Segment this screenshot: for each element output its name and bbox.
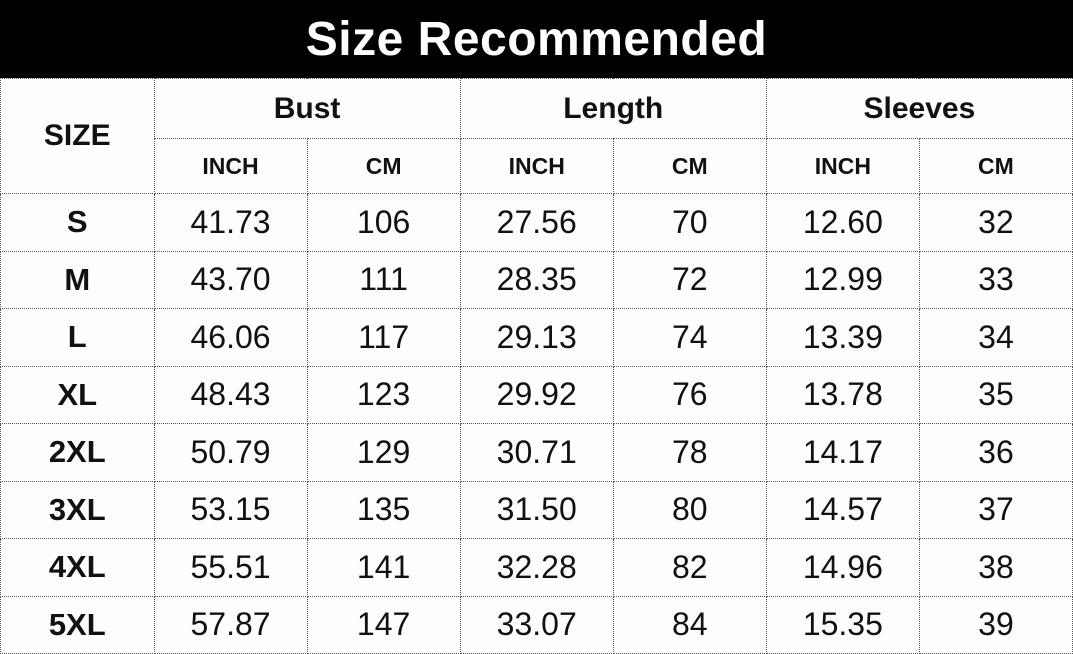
unit-header-bust-cm: CM <box>306 138 461 194</box>
cell-length-cm: 84 <box>612 595 767 654</box>
cell-length-cm: 80 <box>612 480 767 539</box>
cell-sleeves-inch: 12.99 <box>765 250 920 309</box>
cell-bust-inch: 46.06 <box>153 308 308 367</box>
cell-length-inch: 28.35 <box>459 250 614 309</box>
cell-bust-inch: 41.73 <box>153 193 308 252</box>
cell-length-cm: 78 <box>612 423 767 482</box>
cell-sleeves-cm: 33 <box>918 250 1073 309</box>
cell-length-inch: 33.07 <box>459 595 614 654</box>
cell-sleeves-cm: 38 <box>918 538 1073 597</box>
unit-header-bust-inch: INCH <box>153 138 308 194</box>
cell-bust-cm: 111 <box>306 250 461 309</box>
cell-sleeves-inch: 14.57 <box>765 480 920 539</box>
group-header-row: SIZE Bust Length Sleeves <box>0 78 1073 194</box>
cell-length-cm: 74 <box>612 308 767 367</box>
table-row: 5XL 57.87 147 33.07 84 15.35 39 <box>0 595 1073 654</box>
unit-header-sleeves-cm: CM <box>918 138 1073 194</box>
cell-sleeves-inch: 13.78 <box>765 365 920 424</box>
cell-sleeves-inch: 14.17 <box>765 423 920 482</box>
unit-header-length-cm: CM <box>612 138 767 194</box>
cell-length-cm: 82 <box>612 538 767 597</box>
cell-bust-cm: 141 <box>306 538 461 597</box>
page-title: Size Recommended <box>305 12 768 66</box>
table-row: M 43.70 111 28.35 72 12.99 33 <box>0 250 1073 309</box>
cell-sleeves-cm: 35 <box>918 365 1073 424</box>
table-row: L 46.06 117 29.13 74 13.39 34 <box>0 308 1073 367</box>
cell-bust-inch: 53.15 <box>153 480 308 539</box>
size-label: L <box>0 308 155 367</box>
cell-bust-cm: 147 <box>306 595 461 654</box>
size-label: XL <box>0 365 155 424</box>
cell-bust-inch: 43.70 <box>153 250 308 309</box>
unit-header-row: INCH CM INCH CM INCH CM <box>1 138 1073 194</box>
cell-sleeves-cm: 32 <box>918 193 1073 252</box>
table-row: 3XL 53.15 135 31.50 80 14.57 37 <box>0 480 1073 539</box>
size-label: 2XL <box>0 423 155 482</box>
cell-sleeves-cm: 36 <box>918 423 1073 482</box>
size-label: S <box>0 193 155 252</box>
col-header-bust: Bust <box>153 78 461 139</box>
cell-bust-cm: 129 <box>306 423 461 482</box>
cell-length-inch: 27.56 <box>459 193 614 252</box>
cell-bust-cm: 106 <box>306 193 461 252</box>
col-header-sleeves: Sleeves <box>765 78 1073 139</box>
cell-length-cm: 72 <box>612 250 767 309</box>
size-label: 4XL <box>0 538 155 597</box>
size-label: 5XL <box>0 595 155 654</box>
cell-bust-cm: 117 <box>306 308 461 367</box>
cell-sleeves-cm: 34 <box>918 308 1073 367</box>
title-bar: Size Recommended <box>0 0 1073 78</box>
cell-bust-inch: 57.87 <box>153 595 308 654</box>
col-header-size: SIZE <box>0 78 155 194</box>
cell-bust-inch: 48.43 <box>153 365 308 424</box>
cell-length-inch: 29.92 <box>459 365 614 424</box>
unit-header-sleeves-inch: INCH <box>765 138 920 194</box>
cell-sleeves-inch: 12.60 <box>765 193 920 252</box>
col-header-length: Length <box>459 78 767 139</box>
size-table: SIZE Bust Length Sleeves INCH CM INCH CM… <box>0 78 1073 654</box>
unit-header-length-inch: INCH <box>459 138 614 194</box>
cell-length-inch: 29.13 <box>459 308 614 367</box>
cell-sleeves-inch: 15.35 <box>765 595 920 654</box>
cell-sleeves-cm: 39 <box>918 595 1073 654</box>
size-label: M <box>0 250 155 309</box>
table-row: 2XL 50.79 129 30.71 78 14.17 36 <box>0 423 1073 482</box>
cell-sleeves-inch: 14.96 <box>765 538 920 597</box>
cell-sleeves-inch: 13.39 <box>765 308 920 367</box>
cell-length-inch: 32.28 <box>459 538 614 597</box>
cell-bust-cm: 135 <box>306 480 461 539</box>
cell-sleeves-cm: 37 <box>918 480 1073 539</box>
cell-length-inch: 30.71 <box>459 423 614 482</box>
cell-length-cm: 76 <box>612 365 767 424</box>
cell-bust-cm: 123 <box>306 365 461 424</box>
cell-length-cm: 70 <box>612 193 767 252</box>
table-row: S 41.73 106 27.56 70 12.60 32 <box>0 193 1073 252</box>
table-row: XL 48.43 123 29.92 76 13.78 35 <box>0 365 1073 424</box>
size-label: 3XL <box>0 480 155 539</box>
table-row: 4XL 55.51 141 32.28 82 14.96 38 <box>0 538 1073 597</box>
cell-length-inch: 31.50 <box>459 480 614 539</box>
cell-bust-inch: 50.79 <box>153 423 308 482</box>
cell-bust-inch: 55.51 <box>153 538 308 597</box>
